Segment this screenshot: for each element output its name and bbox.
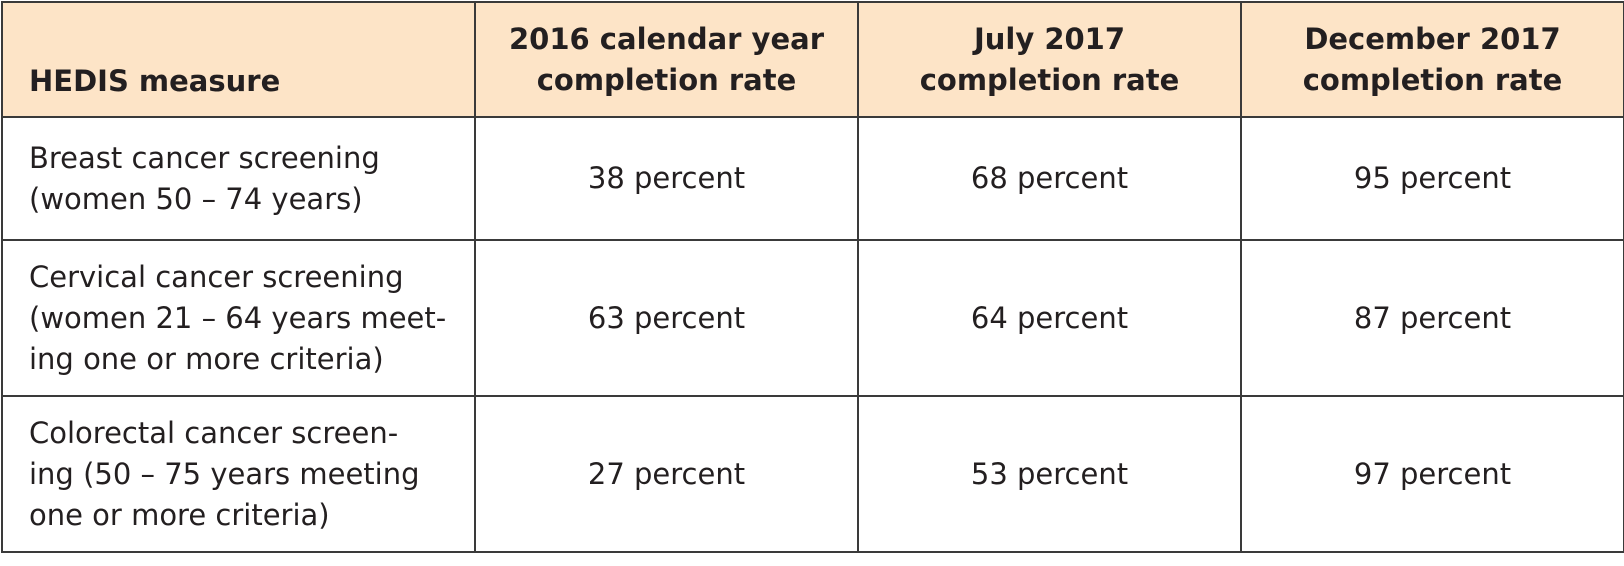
cell-text: completion rate [1302, 62, 1563, 97]
cell-text: 38 percent [587, 161, 746, 195]
table-cell: Cervical cancer screening (women 21 – 64 … [1, 239, 476, 397]
header-row: HEDIS measure 2016 calendar year completio… [1, 1, 1624, 118]
table-cell: 64 percent [857, 239, 1242, 397]
cell-text: 95 percent [1353, 161, 1512, 195]
cell-text: Breast cancer screening [29, 140, 380, 175]
cell-text: Cervical cancer screening [29, 259, 404, 294]
table-cell: 97 percent [1240, 395, 1624, 553]
table-cell: 95 percent [1240, 116, 1624, 241]
cell-text: July 2017 [973, 21, 1126, 56]
cell-text: (women 50 – 74 years) [29, 181, 363, 216]
table-cell: 53 percent [857, 395, 1242, 553]
cell-text: ing one or more criteria) [29, 341, 384, 376]
table-row: Colorectal cancer screen-ing (50 – 75 ye… [1, 395, 1624, 553]
table-cell: Colorectal cancer screen-ing (50 – 75 ye… [1, 395, 476, 553]
header-cell: December 2017 completion rate [1240, 1, 1624, 118]
table-cell: 38 percent [474, 116, 859, 241]
cell-text: one or more criteria) [29, 497, 330, 532]
cell-text: ing (50 – 75 years meeting [29, 456, 420, 491]
cell-text: 68 percent [970, 161, 1129, 195]
cell-text: 63 percent [587, 300, 746, 335]
table-cell: Breast cancer screening (women 50 – 74 ye… [1, 116, 476, 241]
cell-text: 64 percent [970, 300, 1129, 335]
cell-text: Colorectal cancer screen- [29, 415, 399, 450]
cell-text: completion rate [919, 62, 1180, 97]
header-cell: July 2017 completion rate [857, 1, 1242, 118]
cell-text: December 2017 [1304, 21, 1561, 56]
cell-text: 2016 calendar year [509, 21, 824, 56]
table-row: Cervical cancer screening (women 21 – 64 … [1, 239, 1624, 397]
table-cell: 63 percent [474, 239, 859, 397]
table: HEDIS measure 2016 calendar year completio… [1, 1, 1624, 553]
header-cell: 2016 calendar year completion rate [474, 1, 859, 118]
cell-text: 53 percent [970, 456, 1129, 491]
cell-text: HEDIS measure [29, 64, 281, 98]
table-cell: 87 percent [1240, 239, 1624, 397]
cell-text: 87 percent [1353, 300, 1512, 335]
header-cell: HEDIS measure [1, 1, 476, 118]
table-row: Breast cancer screening (women 50 – 74 ye… [1, 116, 1624, 241]
cell-text: completion rate [536, 62, 797, 97]
cell-text: 97 percent [1353, 456, 1512, 491]
table-cell: 27 percent [474, 395, 859, 553]
cell-text: 27 percent [587, 456, 746, 491]
table-cell: 68 percent [857, 116, 1242, 241]
cell-text: (women 21 – 64 years meet- [29, 300, 447, 335]
